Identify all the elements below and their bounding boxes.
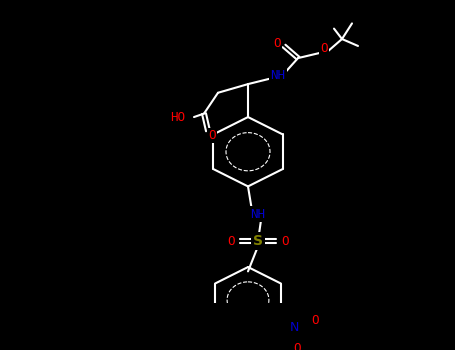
Text: O: O [273, 37, 281, 50]
Text: O: O [320, 42, 328, 55]
Text: O: O [281, 234, 289, 247]
Text: S: S [253, 234, 263, 248]
Text: O: O [227, 234, 235, 247]
Text: O: O [208, 129, 216, 142]
Text: O: O [311, 314, 318, 327]
Text: O: O [293, 342, 301, 350]
Text: HO: HO [171, 111, 186, 124]
Text: NH: NH [251, 208, 266, 220]
Text: N: N [290, 321, 299, 334]
Text: NH: NH [271, 69, 285, 82]
